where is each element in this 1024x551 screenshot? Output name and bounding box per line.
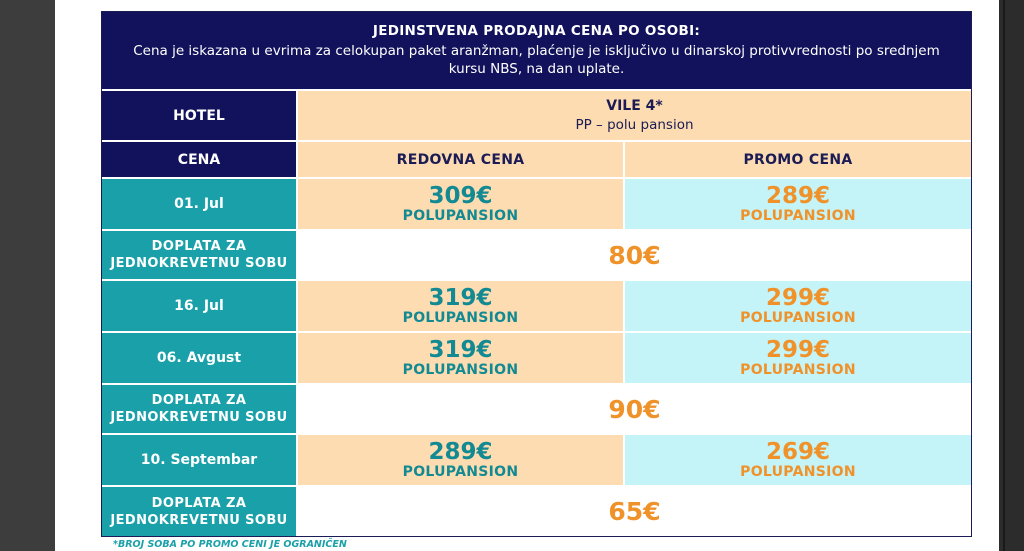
regular-plan: POLUPANSION bbox=[402, 361, 519, 378]
promo-price-cell: 299€ POLUPANSION bbox=[625, 333, 971, 383]
supplement-value-cell: 90€ bbox=[298, 385, 971, 433]
promo-price: 289€ bbox=[765, 182, 830, 209]
supplement-label-line1: DOPLATA ZA bbox=[151, 239, 247, 254]
regular-price: 309€ bbox=[428, 182, 493, 209]
regular-price-cell: 289€ POLUPANSION bbox=[298, 435, 623, 485]
supplement-label-cell: DOPLATA ZA JEDNOKREVETNU SOBU bbox=[102, 385, 296, 433]
date-cell: 01. Jul bbox=[102, 179, 296, 229]
regular-price-cell: 309€ POLUPANSION bbox=[298, 179, 623, 229]
regular-price: 319€ bbox=[428, 336, 493, 363]
hotel-name: VILE 4* bbox=[606, 98, 663, 114]
supplement-value: 90€ bbox=[608, 394, 661, 424]
date-cell: 06. Avgust bbox=[102, 333, 296, 383]
regular-price-header-label: REDOVNA CENA bbox=[396, 151, 525, 168]
cena-label-cell: CENA bbox=[102, 142, 296, 177]
promo-price-header: PROMO CENA bbox=[625, 142, 971, 177]
date-label: 10. Septembar bbox=[140, 452, 258, 468]
promo-price: 269€ bbox=[765, 438, 830, 465]
promo-plan: POLUPANSION bbox=[740, 463, 856, 480]
supplement-label-cell: DOPLATA ZA JEDNOKREVETNU SOBU bbox=[102, 487, 296, 536]
document-left-margin bbox=[0, 0, 55, 551]
promo-price-cell: 289€ POLUPANSION bbox=[625, 179, 971, 229]
promo-price: 299€ bbox=[765, 284, 830, 311]
supplement-label-line1: DOPLATA ZA bbox=[151, 393, 247, 408]
table-header-title: JEDINSTVENA PRODAJNA CENA PO OSOBI: bbox=[372, 23, 701, 39]
supplement-label-cell: DOPLATA ZA JEDNOKREVETNU SOBU bbox=[102, 231, 296, 279]
hotel-name-cell: VILE 4* PP – polu pansion bbox=[298, 91, 971, 140]
table-header: JEDINSTVENA PRODAJNA CENA PO OSOBI: Cena… bbox=[102, 12, 971, 89]
table-header-text: Cena je iskazana u evrima za celokupan p… bbox=[133, 43, 940, 77]
regular-plan: POLUPANSION bbox=[402, 463, 519, 480]
promo-price-header-label: PROMO CENA bbox=[743, 151, 853, 168]
price-table: JEDINSTVENA PRODAJNA CENA PO OSOBI: Cena… bbox=[101, 11, 972, 537]
promo-price: 299€ bbox=[765, 336, 830, 363]
regular-price-cell: 319€ POLUPANSION bbox=[298, 333, 623, 383]
regular-price-header: REDOVNA CENA bbox=[298, 142, 623, 177]
footnote: *BROJ SOBA PO PROMO CENI JE OGRANIČEN bbox=[113, 539, 347, 550]
supplement-label-line2: JEDNOKREVETNU SOBU bbox=[110, 256, 288, 271]
supplement-value: 65€ bbox=[608, 497, 661, 526]
promo-plan: POLUPANSION bbox=[740, 207, 856, 224]
regular-plan: POLUPANSION bbox=[402, 207, 519, 224]
supplement-label-line1: DOPLATA ZA bbox=[151, 495, 247, 511]
regular-price: 319€ bbox=[428, 284, 493, 311]
date-cell: 16. Jul bbox=[102, 281, 296, 331]
supplement-value-cell: 80€ bbox=[298, 231, 971, 279]
hotel-label: HOTEL bbox=[173, 107, 225, 124]
date-cell: 10. Septembar bbox=[102, 435, 296, 485]
date-label: 16. Jul bbox=[174, 298, 224, 314]
scroll-divider[interactable] bbox=[1003, 0, 1005, 551]
supplement-value-cell: 65€ bbox=[298, 487, 971, 536]
regular-price: 289€ bbox=[428, 438, 493, 465]
hotel-label-cell: HOTEL bbox=[102, 91, 296, 140]
supplement-label-line2: JEDNOKREVETNU SOBU bbox=[110, 512, 288, 528]
regular-price-cell: 319€ POLUPANSION bbox=[298, 281, 623, 331]
promo-plan: POLUPANSION bbox=[740, 309, 856, 326]
supplement-value: 80€ bbox=[608, 240, 661, 270]
promo-plan: POLUPANSION bbox=[740, 361, 856, 378]
date-label: 01. Jul bbox=[174, 196, 224, 212]
supplement-label-line2: JEDNOKREVETNU SOBU bbox=[110, 410, 288, 425]
date-label: 06. Avgust bbox=[156, 350, 242, 366]
promo-price-cell: 269€ POLUPANSION bbox=[625, 435, 971, 485]
hotel-board: PP – polu pansion bbox=[575, 117, 694, 133]
cena-label: CENA bbox=[177, 151, 221, 168]
promo-price-cell: 299€ POLUPANSION bbox=[625, 281, 971, 331]
regular-plan: POLUPANSION bbox=[402, 309, 519, 326]
